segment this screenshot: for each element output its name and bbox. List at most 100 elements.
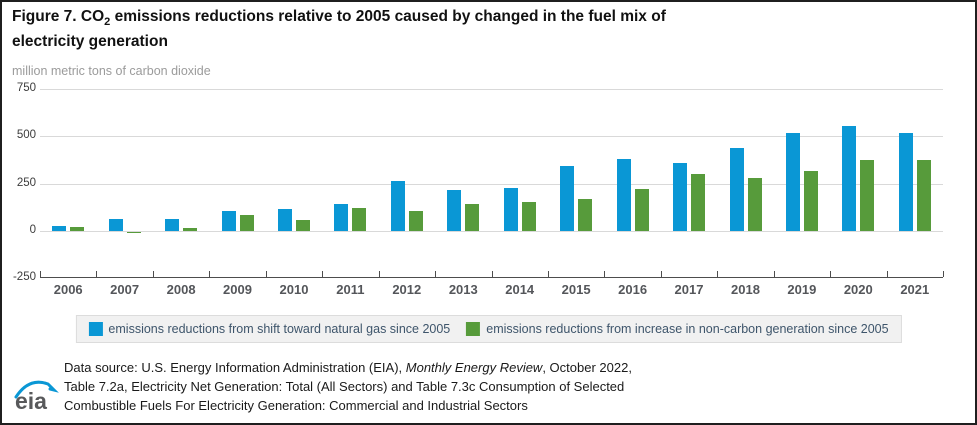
bar-natural-gas-2019: [785, 133, 800, 231]
eia-logo-arc: [14, 380, 59, 399]
bar-natural-gas-2012: [390, 181, 405, 231]
x-axis-tick: [209, 271, 211, 277]
eia-logo-graphic: eia: [14, 380, 59, 414]
source-line1-post: , October 2022,: [542, 360, 632, 375]
bar-natural-gas-2016: [616, 158, 631, 231]
bar-non-carbon-2015: [578, 199, 593, 231]
title-text: Figure 7. CO: [12, 8, 105, 25]
source-line3: Combustible Fuels For Electricity Genera…: [64, 398, 528, 413]
x-tick-label-2017: 2017: [674, 282, 704, 297]
gridline-250: [40, 183, 943, 185]
x-axis-tick: [773, 271, 775, 277]
legend-label-natural-gas: emissions reductions from shift toward n…: [108, 322, 451, 336]
figure-title-line1: Figure 7. CO2 emissions reductions relat…: [12, 7, 666, 32]
x-tick-label-2009: 2009: [223, 282, 252, 297]
x-axis-tick: [491, 271, 493, 277]
data-source-text: Data source: U.S. Energy Information Adm…: [64, 358, 632, 419]
source-line1-pre: Data source: U.S. Energy Information Adm…: [64, 360, 406, 375]
x-tick-label-2008: 2008: [166, 282, 196, 297]
x-tick-label-2021: 2021: [900, 282, 930, 297]
x-tick-label-2007: 2007: [110, 282, 140, 297]
x-axis-tick: [322, 271, 324, 277]
plot-area: [40, 89, 944, 278]
x-axis-tick: [378, 271, 380, 277]
bar-natural-gas-2021: [898, 133, 913, 231]
bar-non-carbon-2017: [691, 174, 705, 231]
source-line2: Table 7.2a, Electricity Net Generation: …: [64, 379, 625, 394]
bar-natural-gas-2011: [334, 204, 349, 231]
y-tick-label-0: 0: [29, 223, 36, 236]
gridline-750: [40, 89, 943, 90]
legend-label-non-carbon: emissions reductions from increase in no…: [486, 322, 889, 336]
legend-swatch-non-carbon: [466, 322, 481, 336]
x-tick-label-2019: 2019: [787, 282, 817, 297]
bar-non-carbon-2018: [747, 178, 762, 231]
bar-non-carbon-2012: [408, 210, 423, 231]
bar-non-carbon-2014: [521, 201, 536, 231]
x-axis-tick: [830, 271, 832, 277]
title-text-rest: emissions reductions relative to 2005 ca…: [110, 8, 666, 25]
y-tick-label-250: 250: [16, 176, 36, 189]
x-tick-label-2012: 2012: [392, 282, 422, 297]
x-tick-label-2014: 2014: [505, 282, 535, 297]
footer: eia Data source: U.S. Energy Information…: [14, 358, 632, 419]
source-line1: Data source: U.S. Energy Information Adm…: [64, 358, 632, 377]
bar-non-carbon-2013: [465, 204, 480, 231]
x-axis-tick: [604, 271, 606, 277]
x-tick-label-2013: 2013: [448, 282, 478, 297]
bar-natural-gas-2009: [221, 210, 236, 231]
y-tick-label-750: 750: [16, 82, 36, 94]
bar-natural-gas-2013: [447, 189, 462, 231]
y-tick-label--250: -250: [12, 271, 36, 283]
x-axis-labels: 2006 2007 2008 2009 2010 2011 2012 2013 2014 2015…: [40, 282, 943, 298]
y-tick-label-500: 500: [16, 129, 36, 142]
eia-logo: eia: [14, 376, 60, 419]
x-axis-tick: [886, 271, 888, 277]
bar-natural-gas-2014: [503, 187, 518, 231]
bar-non-carbon-2008: [183, 227, 198, 231]
x-tick-label-2020: 2020: [843, 282, 873, 297]
bar-natural-gas-2018: [729, 147, 744, 231]
bar-natural-gas-2006: [52, 225, 67, 231]
bar-natural-gas-2015: [560, 165, 575, 231]
legend-item-non-carbon: emissions reductions from increase in no…: [466, 322, 889, 336]
x-tick-label-2015: 2015: [561, 282, 591, 297]
figure-title-line2: electricity generation: [12, 33, 168, 51]
x-axis-tick: [943, 271, 944, 277]
x-axis-tick: [40, 271, 41, 277]
x-axis-tick: [717, 271, 719, 277]
bar-non-carbon-2009: [239, 214, 254, 231]
bar-natural-gas-2010: [278, 209, 292, 231]
x-axis-tick: [265, 271, 267, 277]
x-tick-label-2018: 2018: [731, 282, 760, 297]
bar-non-carbon-2019: [803, 171, 818, 231]
title-subscript: 2: [104, 16, 111, 29]
eia-logo-text: eia: [15, 388, 47, 414]
source-line1-publication: Monthly Energy Review: [405, 360, 543, 375]
bar-natural-gas-2007: [108, 218, 123, 231]
x-axis-tick: [660, 271, 662, 277]
x-tick-label-2016: 2016: [618, 282, 648, 297]
bar-non-carbon-2020: [860, 160, 875, 231]
bar-non-carbon-2011: [352, 207, 367, 231]
x-axis-tick: [435, 271, 437, 277]
bar-non-carbon-2006: [70, 226, 85, 231]
axis-unit-label: million metric tons of carbon dioxide: [12, 64, 211, 78]
bar-non-carbon-2010: [296, 219, 310, 231]
x-tick-label-2006: 2006: [53, 282, 83, 297]
legend: emissions reductions from shift toward n…: [75, 315, 902, 343]
legend-item-natural-gas: emissions reductions from shift toward n…: [88, 322, 450, 336]
bar-natural-gas-2008: [165, 218, 180, 231]
x-axis-tick: [547, 271, 549, 277]
bar-non-carbon-2007: [126, 231, 141, 233]
bar-natural-gas-2017: [673, 163, 687, 231]
gridline-0: [40, 230, 943, 232]
gridline-500: [40, 136, 943, 138]
bar-natural-gas-2020: [842, 125, 857, 231]
legend-swatch-natural-gas: [88, 322, 103, 336]
x-tick-label-2010: 2010: [279, 282, 309, 297]
x-tick-label-2011: 2011: [336, 282, 365, 297]
figure-title: Figure 7. CO2 emissions reductions relat…: [12, 7, 666, 52]
y-axis-labels: 750 500 250 0 -250: [2, 82, 36, 283]
